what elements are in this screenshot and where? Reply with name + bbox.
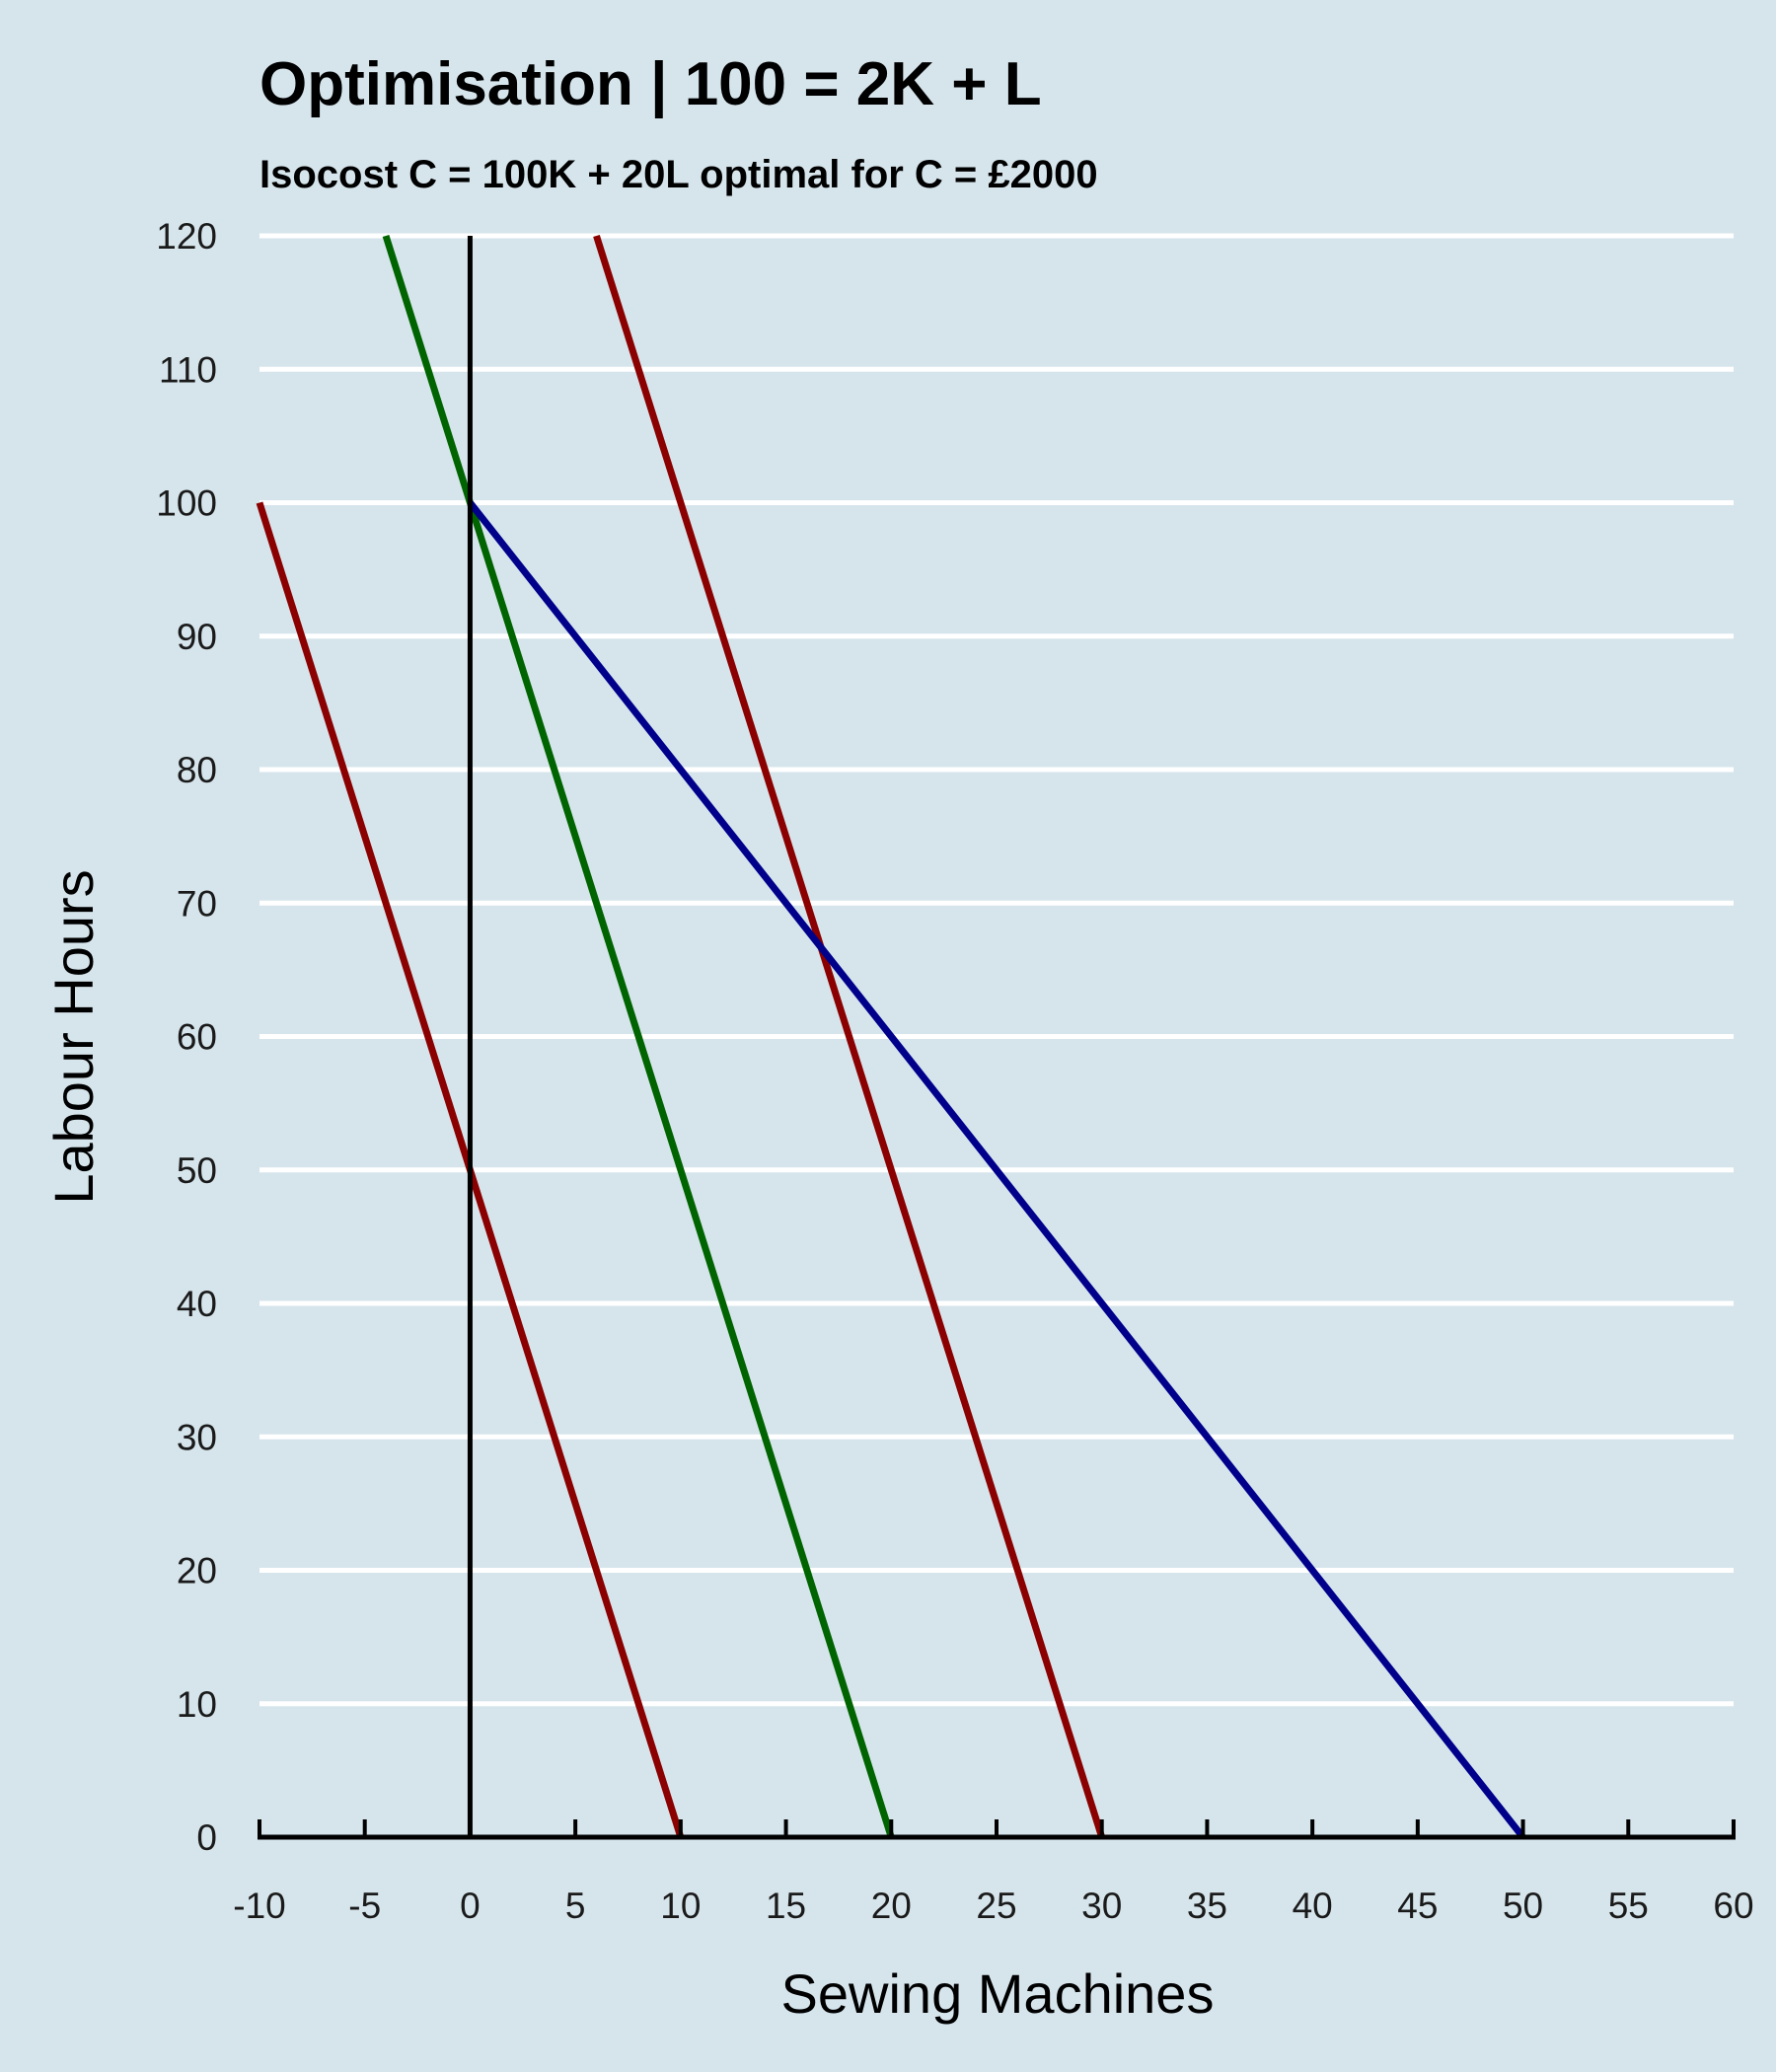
tick-labels: -10 -5 0 5 10 15 20 25 30 35 40 45 50 55 60 0 10 20 30 40 50… [156, 216, 1753, 1926]
x-tick-label: 5 [565, 1886, 586, 1926]
y-tick-label: 60 [177, 1017, 217, 1058]
x-tick-label: 40 [1293, 1886, 1333, 1926]
y-tick-label: 90 [177, 617, 217, 657]
x-tick-label: 20 [871, 1886, 912, 1926]
x-tick-label: 25 [976, 1886, 1016, 1926]
y-tick-label: 70 [177, 883, 217, 924]
y-tick-label: 20 [177, 1551, 217, 1591]
x-tick-label: 10 [660, 1886, 701, 1926]
y-tick-label: 0 [196, 1817, 217, 1858]
y-tick-label: 80 [177, 750, 217, 790]
y-tick-label: 120 [156, 216, 217, 257]
x-tick-label: 30 [1081, 1886, 1122, 1926]
x-tick-label: 0 [460, 1886, 481, 1926]
y-tick-label: 30 [177, 1417, 217, 1457]
x-tick-label: -5 [348, 1886, 381, 1926]
y-axis-title: Labour Hours [42, 869, 105, 1204]
x-tick-label: 35 [1187, 1886, 1227, 1926]
y-tick-label: 100 [156, 483, 217, 524]
x-tick-label: -10 [233, 1886, 285, 1926]
x-tick-label: 50 [1503, 1886, 1543, 1926]
series-line-3 [593, 234, 1106, 1839]
y-tick-label: 10 [177, 1684, 217, 1725]
y-tick-label: 40 [177, 1284, 217, 1324]
x-tick-label: 45 [1397, 1886, 1438, 1926]
x-tick-label: 55 [1608, 1886, 1649, 1926]
axes [258, 236, 1736, 1840]
y-tick-label: 50 [177, 1150, 217, 1191]
y-tick-label: 110 [159, 349, 217, 390]
x-tick-label: 60 [1713, 1886, 1753, 1926]
x-tick-label: 15 [766, 1886, 806, 1926]
x-axis-title: Sewing Machines [781, 1962, 1215, 2025]
series-line-4 [467, 500, 1526, 1840]
chart-title: Optimisation | 100 = 2K + L [259, 50, 1042, 119]
grid-lines [259, 233, 1734, 1707]
chart-subtitle: Isocost C = 100K + 20L optimal for C = £… [259, 153, 1098, 196]
